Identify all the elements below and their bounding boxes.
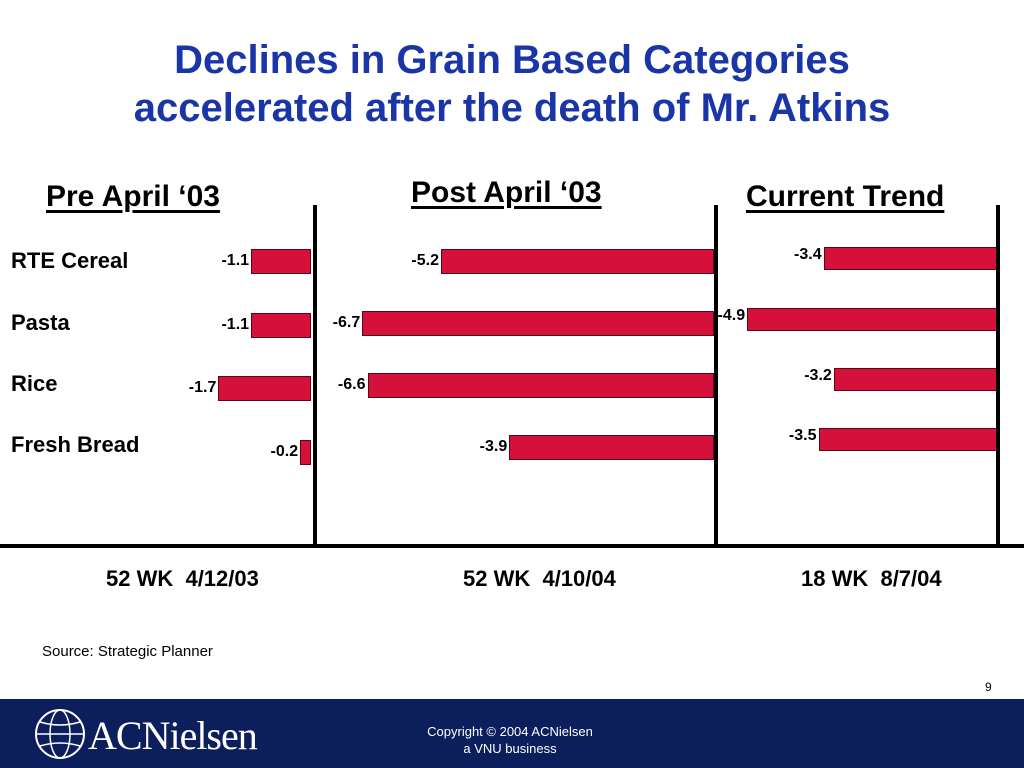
- panel-title-pre-april: Pre April ‘03: [46, 180, 220, 213]
- value-label-panel3-fresh-bread: -3.5: [788, 427, 817, 444]
- panel-axis-line-3: [996, 205, 1000, 547]
- copyright-notice: Copyright © 2004 ACNielsen a VNU busines…: [400, 723, 620, 757]
- bar-panel2-rice: [367, 373, 714, 398]
- category-label-fresh-bread: Fresh Bread: [11, 432, 140, 457]
- value-label-panel2-rice: -6.6: [337, 376, 366, 393]
- value-label-panel1-rte-cereal: -1.1: [221, 252, 250, 269]
- value-label-panel3-rte-cereal: -3.4: [794, 246, 822, 263]
- panel-axis-line-1: [313, 205, 317, 547]
- value-label-panel2-rte-cereal: -5.2: [411, 252, 439, 269]
- period-label-post: 52 WK 4/10/04: [463, 566, 616, 591]
- category-label-rice: Rice: [11, 371, 58, 396]
- bar-panel2-rte-cereal: [441, 249, 714, 274]
- value-label-panel3-pasta: -4.9: [717, 307, 746, 324]
- copyright-line-1: Copyright © 2004 ACNielsen: [427, 724, 593, 739]
- value-label-panel2-pasta: -6.7: [332, 314, 361, 331]
- value-label-panel2-fresh-bread: -3.9: [479, 438, 508, 455]
- globe-icon: [35, 709, 85, 759]
- bar-panel3-rice: [833, 368, 997, 391]
- bar-panel3-rte-cereal: [823, 247, 997, 270]
- bar-panel2-fresh-bread: [509, 435, 714, 460]
- panel-title-post-april: Post April ‘03: [411, 176, 602, 209]
- category-label-pasta: Pasta: [11, 310, 70, 335]
- title-line-1: Declines in Grain Based Categories: [174, 38, 850, 82]
- page-number: 9: [985, 680, 992, 694]
- source-note: Source: Strategic Planner: [42, 643, 213, 660]
- bar-panel1-pasta: [251, 313, 311, 338]
- value-label-panel1-fresh-bread: -0.2: [270, 443, 299, 460]
- period-label-current: 18 WK 8/7/04: [801, 566, 942, 591]
- slide-title: Declines in Grain Based Categories accel…: [0, 36, 1024, 132]
- period-label-pre: 52 WK 4/12/03: [106, 566, 259, 591]
- bar-panel3-fresh-bread: [818, 428, 997, 451]
- baseline-rule: [0, 544, 1024, 548]
- value-label-panel3-rice: -3.2: [804, 367, 832, 384]
- bar-panel2-pasta: [362, 311, 714, 336]
- acnielsen-logo: ACNielsen: [30, 704, 258, 764]
- bar-panel1-rice: [218, 376, 311, 401]
- bar-panel3-pasta: [747, 308, 997, 331]
- bar-panel1-fresh-bread: [300, 440, 311, 465]
- panel-title-current-trend: Current Trend: [746, 180, 945, 213]
- copyright-line-2: a VNU business: [463, 741, 557, 756]
- value-label-panel1-pasta: -1.1: [221, 316, 250, 333]
- category-label-rte-cereal: RTE Cereal: [11, 248, 129, 273]
- value-label-panel1-rice: -1.7: [188, 379, 217, 396]
- bar-panel1-rte-cereal: [251, 249, 311, 274]
- logo-wordmark: ACNielsen: [88, 713, 258, 758]
- panel-axis-line-2: [714, 205, 718, 547]
- title-line-2: accelerated after the death of Mr. Atkin…: [133, 86, 891, 130]
- footer-bar: ACNielsen Copyright © 2004 ACNielsen a V…: [0, 699, 1024, 768]
